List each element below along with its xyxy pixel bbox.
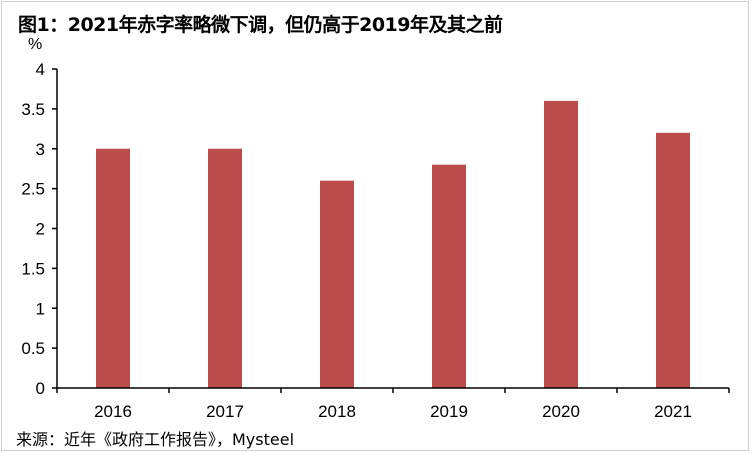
bar-2020 bbox=[544, 100, 578, 389]
y-axis-unit: % bbox=[28, 36, 43, 53]
y-tick-label: 0.5 bbox=[21, 339, 45, 358]
bar-2017 bbox=[208, 148, 242, 388]
x-tick-label: 2017 bbox=[206, 402, 244, 421]
x-tick-label: 2020 bbox=[542, 402, 580, 421]
x-tick-label: 2018 bbox=[318, 402, 356, 421]
y-tick-label: 1.5 bbox=[21, 259, 45, 278]
x-tick-label: 2021 bbox=[654, 402, 692, 421]
bar-2021 bbox=[656, 132, 690, 388]
y-tick-label: 4 bbox=[36, 60, 45, 79]
x-tick-label: 2016 bbox=[94, 402, 132, 421]
bar-2019 bbox=[432, 164, 466, 388]
x-tick-label: 2019 bbox=[430, 402, 468, 421]
source-note: 来源：近年《政府工作报告》，Mysteel bbox=[16, 430, 295, 449]
y-tick-label: 2.5 bbox=[21, 180, 45, 199]
y-tick-label: 0 bbox=[36, 379, 45, 398]
y-tick-label: 2 bbox=[36, 220, 45, 239]
chart-title: 图1：2021年赤字率略微下调，但仍高于2019年及其之前 bbox=[18, 14, 503, 36]
y-tick-label: 3.5 bbox=[21, 100, 45, 119]
bar-2018 bbox=[320, 180, 354, 388]
y-tick-label: 3 bbox=[36, 140, 45, 159]
bar-2016 bbox=[96, 148, 130, 388]
y-tick-label: 1 bbox=[36, 299, 45, 318]
